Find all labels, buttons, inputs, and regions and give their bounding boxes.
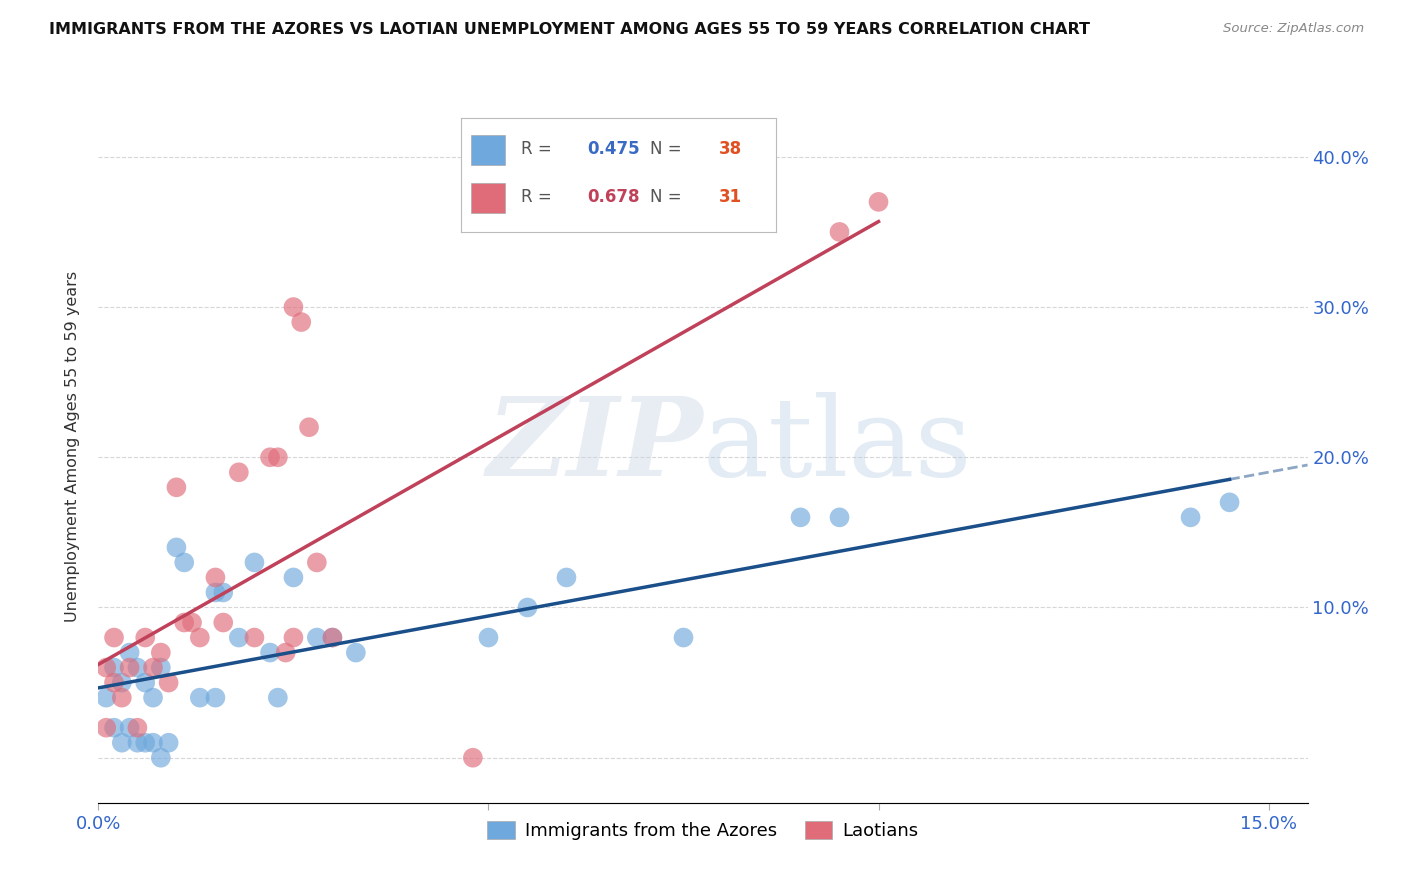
Point [118,721,141,735]
Point [267,450,290,465]
Point [477,631,499,645]
Point [243,556,266,570]
Point [228,631,250,645]
Point [103,675,125,690]
Point [134,736,156,750]
Point [96,690,118,705]
Point [1180,510,1202,524]
Point [243,631,266,645]
Point [828,510,851,524]
Point [134,631,156,645]
Point [127,721,149,735]
Point [142,736,165,750]
Point [96,721,118,735]
Y-axis label: Unemployment Among Ages 55 to 59 years: Unemployment Among Ages 55 to 59 years [65,270,80,622]
Point [103,631,125,645]
Point [204,570,226,584]
Point [103,721,125,735]
Point [173,615,195,630]
Point [321,631,343,645]
Point [868,194,890,209]
Point [283,300,305,314]
Point [259,450,281,465]
Point [267,690,290,705]
Point [228,465,250,479]
Point [1219,495,1241,509]
Point [111,736,134,750]
Point [305,556,328,570]
Point [96,660,118,674]
Text: atlas: atlas [703,392,973,500]
Point [149,646,172,660]
Point [672,631,695,645]
Point [188,631,211,645]
Point [305,631,328,645]
Point [283,570,305,584]
Point [461,750,484,764]
Point [157,675,180,690]
Point [127,660,149,674]
Point [173,556,195,570]
Point [142,690,165,705]
Point [259,646,281,660]
Point [555,570,578,584]
Point [181,615,204,630]
Point [127,736,149,750]
Point [149,660,172,674]
Point [212,585,235,599]
Point [165,480,187,494]
Point [828,225,851,239]
Point [103,660,125,674]
Text: Source: ZipAtlas.com: Source: ZipAtlas.com [1223,22,1364,36]
Point [204,585,226,599]
Point [157,736,180,750]
Point [165,541,187,555]
Point [118,646,141,660]
Point [283,631,305,645]
Text: IMMIGRANTS FROM THE AZORES VS LAOTIAN UNEMPLOYMENT AMONG AGES 55 TO 59 YEARS COR: IMMIGRANTS FROM THE AZORES VS LAOTIAN UN… [49,22,1090,37]
Legend: Immigrants from the Azores, Laotians: Immigrants from the Azores, Laotians [481,814,925,847]
Point [149,750,172,764]
Point [142,660,165,674]
Point [290,315,312,329]
Point [134,675,156,690]
Point [789,510,811,524]
Point [111,690,134,705]
Point [274,646,297,660]
Point [298,420,321,434]
Text: ZIP: ZIP [486,392,703,500]
Point [344,646,367,660]
Point [188,690,211,705]
Point [111,675,134,690]
Point [516,600,538,615]
Point [118,660,141,674]
Point [321,631,343,645]
Point [204,690,226,705]
Point [212,615,235,630]
